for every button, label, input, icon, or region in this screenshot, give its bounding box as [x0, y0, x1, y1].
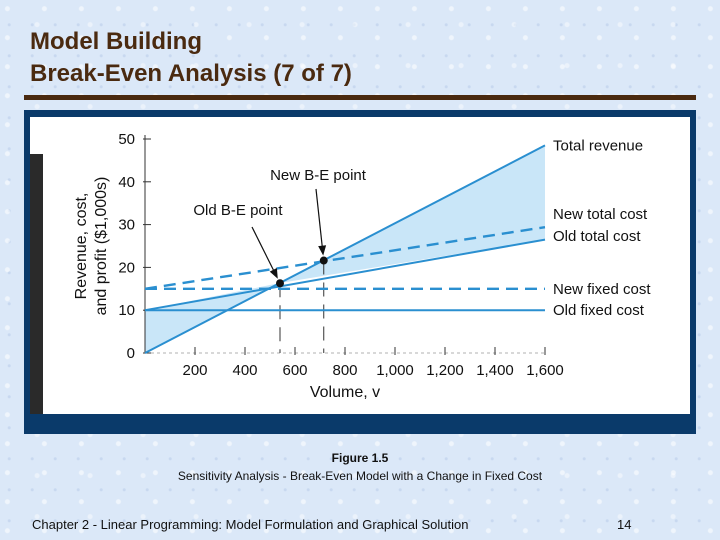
- x-axis-title: Volume, v: [310, 384, 380, 401]
- figure-caption: Sensitivity Analysis - Break-Even Model …: [177, 469, 543, 483]
- page-number: 14: [617, 517, 632, 532]
- chart-panel: 0 10 20 30 40 50 200 400 600 800 1,000 1,200 1,400 1,…: [30, 117, 690, 414]
- old-be-arrowhead: [269, 268, 278, 279]
- old-total-cost-line: [144, 238, 546, 312]
- x-tick-label: 800: [332, 362, 357, 379]
- old-be-point: [276, 279, 284, 288]
- new-be-arrow: [315, 188, 324, 249]
- new-be-arrowhead: [318, 245, 327, 256]
- panel-edge: [30, 154, 43, 414]
- old-total-cost-label: Old total cost: [553, 228, 641, 245]
- y-tick-label: 20: [118, 259, 135, 276]
- slide-title: Model Building Break-Even Analysis (7 of…: [30, 26, 352, 90]
- x-tick-label: 1,200: [426, 362, 464, 379]
- title-divider: [24, 95, 696, 100]
- old-be-arrow: [251, 226, 276, 273]
- y-tick-label: 30: [118, 217, 135, 234]
- total-revenue-label: Total revenue: [553, 137, 643, 154]
- new-total-cost-line: [144, 225, 546, 290]
- break-even-chart: 0 10 20 30 40 50 200 400 600 800 1,000 1,200 1,400 1,…: [30, 131, 651, 414]
- new-be-point: [319, 256, 328, 265]
- new-be-annotation: New B-E point: [270, 167, 367, 184]
- x-tick-label: 600: [282, 362, 307, 379]
- title-line-2: Break-Even Analysis (7 of 7): [30, 60, 352, 87]
- x-tick-label: 1,400: [476, 362, 514, 379]
- old-fixed-cost-label: Old fixed cost: [553, 302, 645, 319]
- total-revenue-line: [144, 144, 546, 354]
- new-total-cost-label: New total cost: [553, 206, 648, 223]
- title-line-1: Model Building: [30, 28, 202, 55]
- x-tick-label: 200: [182, 362, 207, 379]
- y-tick-label: 50: [118, 131, 135, 148]
- x-tick-label: 400: [232, 362, 257, 379]
- figure-label: Figure 1.5: [331, 451, 389, 465]
- y-tick-label: 0: [127, 345, 135, 362]
- y-tick-label: 40: [118, 174, 135, 191]
- new-fixed-cost-label: New fixed cost: [553, 281, 651, 298]
- old-be-annotation: Old B-E point: [193, 202, 283, 219]
- y-axis-title: Revenue, cost, and profit ($1,000s): [73, 177, 110, 316]
- x-tick-label: 1,600: [526, 362, 564, 379]
- y-axis-title-line: Revenue, cost,: [73, 193, 90, 300]
- y-tick-label: 10: [118, 302, 135, 319]
- x-tick-label: 1,000: [376, 362, 414, 379]
- footer-text: Chapter 2 - Linear Programming: Model Fo…: [32, 517, 469, 532]
- y-axis-title-line: and profit ($1,000s): [93, 177, 110, 316]
